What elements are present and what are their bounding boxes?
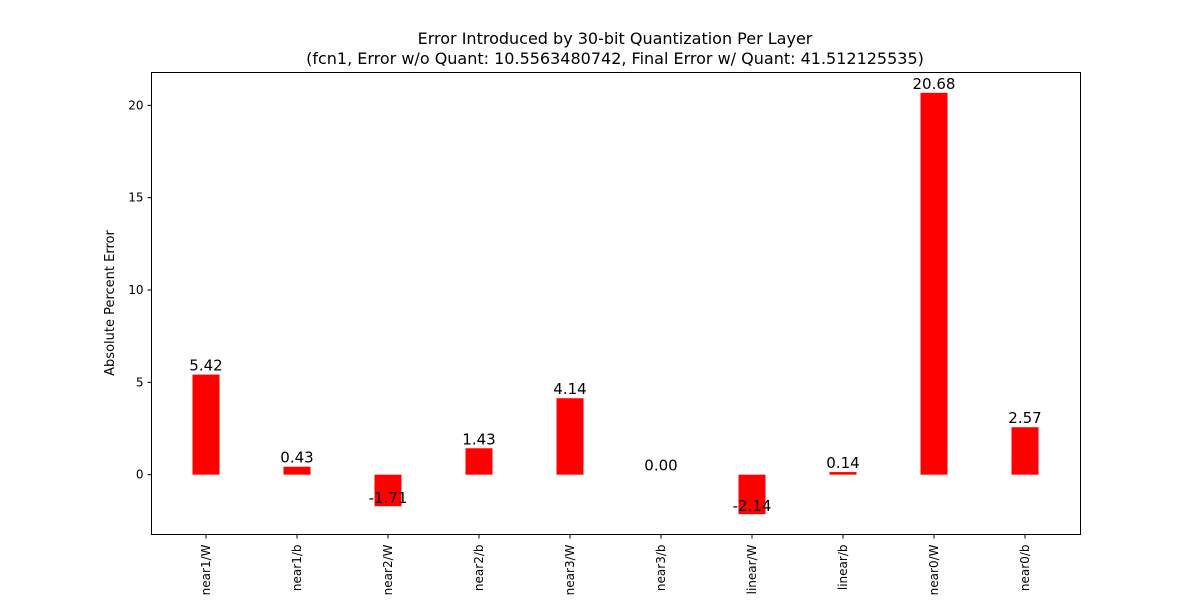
y-tick-label: 10 (128, 283, 143, 297)
plot-area-frame (151, 72, 1081, 535)
x-tick-label: near0/W (927, 544, 941, 595)
bar (829, 472, 857, 475)
data-label: 0.14 (826, 454, 859, 472)
y-axis-label: Absolute Percent Error (103, 230, 118, 376)
x-tick-label: near2/b (472, 545, 486, 592)
y-axis-ticks: 0 5 10 15 20 (128, 98, 152, 482)
bar (556, 398, 584, 475)
bar (738, 474, 766, 515)
data-label: 5.42 (189, 357, 222, 375)
chart-subtitle: (fcn1, Error w/o Quant: 10.5563480742, F… (306, 49, 924, 68)
y-tick-label: 15 (128, 191, 143, 205)
data-label: 2.57 (1008, 409, 1041, 427)
x-tick-label: near1/b (290, 545, 304, 592)
x-tick-label: linear/b (836, 545, 850, 591)
x-tick-label: linear/W (745, 544, 759, 594)
bar (1011, 427, 1039, 475)
x-tick-label: near3/W (563, 544, 577, 595)
data-label: 1.43 (462, 430, 495, 448)
bar (465, 448, 493, 475)
data-label: 4.14 (553, 380, 586, 398)
chart-title: Error Introduced by 30-bit Quantization … (418, 29, 813, 48)
data-label: -2.14 (733, 497, 772, 515)
x-tick-label: near0/b (1018, 545, 1032, 592)
data-label: 0.00 (644, 457, 677, 475)
bar (920, 92, 948, 475)
data-label: 0.43 (280, 449, 313, 467)
x-tick-label: near3/b (654, 545, 668, 592)
x-tick-label: near2/W (381, 544, 395, 595)
data-label: -1.71 (369, 489, 408, 507)
bar (192, 374, 220, 475)
y-tick-label: 0 (136, 468, 144, 482)
data-label: 20.68 (913, 75, 956, 93)
y-tick-label: 5 (136, 375, 144, 389)
bars-layer (192, 92, 1039, 515)
x-tick-label: near1/W (199, 544, 213, 595)
bar (374, 474, 402, 507)
bar (283, 466, 311, 475)
data-labels-layer: 5.42 0.43 -1.71 1.43 4.14 0.00 -2.14 0.14 20.68 2… (189, 75, 1041, 515)
y-tick-label: 20 (128, 98, 143, 112)
x-axis-ticks: near1/W near1/b near2/W near2/b near3/W near3… (199, 534, 1032, 595)
